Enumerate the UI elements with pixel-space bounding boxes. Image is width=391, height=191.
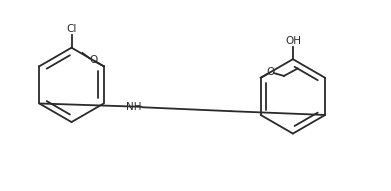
Text: NH: NH (126, 102, 142, 112)
Text: O: O (266, 67, 274, 77)
Text: OH: OH (285, 36, 301, 46)
Text: Cl: Cl (66, 24, 77, 34)
Text: O: O (89, 55, 97, 65)
